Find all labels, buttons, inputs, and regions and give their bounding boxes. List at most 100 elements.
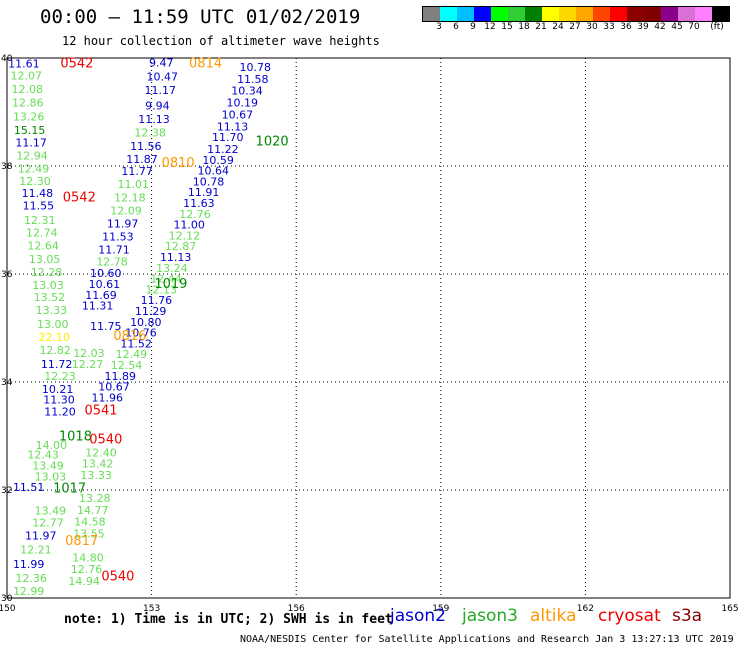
color-scale-label: 70 [688,22,700,32]
color-scale-label: 24 [552,22,564,32]
wave-height-value: 11.55 [23,200,55,213]
pass-time-label: 0542 [63,191,96,206]
lat-tick-label: 30 [1,594,13,604]
wave-height-value: 11.17 [15,137,47,150]
color-scale-label: 18 [518,22,530,32]
wave-height-value: 10.67 [98,381,130,394]
color-scale-swatch [508,7,525,21]
wave-height-value: 10.21 [42,383,74,396]
wave-height-value: 12.49 [116,348,148,361]
wave-height-value: 12.27 [72,358,104,371]
legend-jason3: jason3 [462,606,518,626]
wave-height-value: 11.97 [107,218,139,231]
wave-height-value: 14.80 [72,551,104,564]
color-scale-label: 21 [535,22,547,32]
wave-height-value: 13.49 [35,504,67,517]
wave-height-value: 13.05 [29,253,61,266]
wave-height-value: 9.47 [149,57,174,70]
wave-height-value: 10.60 [90,267,122,280]
wave-height-value: 9.94 [145,99,170,112]
wave-height-value: 11.56 [130,140,162,153]
pass-time-label: 0540 [101,570,134,585]
legend-altika: altika [530,606,577,626]
color-scale-swatch [695,7,712,21]
wave-height-value: 11.70 [212,131,244,144]
color-scale-swatch [678,7,695,21]
wave-height-value: 13.55 [73,528,105,541]
wave-height-value: 12.64 [27,240,59,253]
pass-time-label: 0814 [189,57,222,72]
wave-height-value: 13.03 [35,470,67,483]
color-scale-label: 33 [603,22,615,32]
lat-tick-label: 34 [1,378,13,388]
color-scale-label: (ft) [710,22,724,32]
color-scale-swatch [474,7,491,21]
pass-time-label: 0817 [65,534,98,549]
color-scale-swatch [712,7,729,21]
wave-height-value: 12.86 [12,97,44,110]
lon-tick-label: 153 [143,604,160,614]
wave-height-value: 12.08 [11,83,43,96]
color-scale-label: 39 [637,22,649,32]
wave-height-value: 12.31 [24,214,56,227]
wave-height-value: 12.77 [32,517,64,530]
wave-height-value: 11.71 [98,243,130,256]
wave-height-value: 11.69 [85,289,117,302]
wave-height-value: 11.52 [120,337,152,350]
lat-tick-label: 38 [1,162,13,172]
wave-height-value: 12.18 [114,192,146,205]
color-scale-label: 42 [654,22,666,32]
wave-height-value: 10.47 [146,71,178,84]
pass-time-label: 0816 [113,329,146,344]
wave-height-value: 11.51 [13,481,45,494]
color-scale-swatch [457,7,474,21]
wave-height-value: 10.76 [125,327,157,340]
wave-height-value: 12.09 [110,205,142,218]
legend-jason2: jason2 [390,606,446,626]
wave-height-value: 12.28 [31,266,63,279]
wave-height-value: 12.43 [27,449,59,462]
wave-height-value: 10.67 [222,108,254,121]
color-scale-label: 6 [453,22,459,32]
color-scale-swatch [491,7,508,21]
wave-height-value: 10.64 [198,165,230,178]
wave-height-value: 13.24 [156,262,188,275]
wave-height-value: 11.01 [118,178,150,191]
color-scale-swatch [542,7,559,21]
wave-height-value: 14.94 [68,575,100,588]
pass-time-label: 1020 [256,134,289,149]
lon-tick-label: 150 [0,604,16,614]
wave-height-value: 10.80 [130,316,162,329]
pass-time-label: 0542 [60,57,93,72]
wave-height-value: 11.13 [160,251,192,264]
pass-time-label: 0810 [162,156,195,171]
wave-height-value: 11.97 [25,530,57,543]
wave-height-value: 11.29 [135,305,167,318]
wave-height-value: 11.20 [44,405,76,418]
wave-height-value: 11.17 [145,84,177,97]
wave-height-value: 12.94 [16,150,48,163]
wave-height-value: 11.13 [138,113,170,126]
color-scale-swatch [644,7,661,21]
wave-height-value: 11.22 [207,143,239,156]
wave-height-value: 13.26 [13,111,45,124]
wave-height-value: 11.75 [90,320,122,333]
color-scale-labels: 3 6 9 12 15 18 21 24 27 30 33 36 39 42 45 70 (ft) [422,22,740,34]
wave-height-value: 13.00 [37,318,69,331]
color-scale-label: 27 [569,22,581,32]
wave-height-value: 22.10 [38,331,70,344]
wave-height-value: 13.28 [79,492,111,505]
wave-height-value: 13.33 [80,469,112,482]
wave-height-value: 11.76 [141,294,173,307]
color-scale-label: 12 [484,22,496,32]
footer-note: note: 1) Time is in UTC; 2) SWH is in fe… [64,612,393,627]
color-scale-label: 36 [620,22,632,32]
wave-height-value: 12.03 [73,347,105,360]
page-title: 00:00 – 11:59 UTC 01/02/2019 [40,6,361,28]
lon-tick-label: 162 [577,604,594,614]
pass-time-label: 1018 [59,429,92,444]
wave-height-value: 11.99 [13,558,45,571]
wave-height-value: 11.96 [92,391,124,404]
wave-height-value: 10.59 [202,154,234,167]
wave-height-value: 11.31 [82,300,114,313]
